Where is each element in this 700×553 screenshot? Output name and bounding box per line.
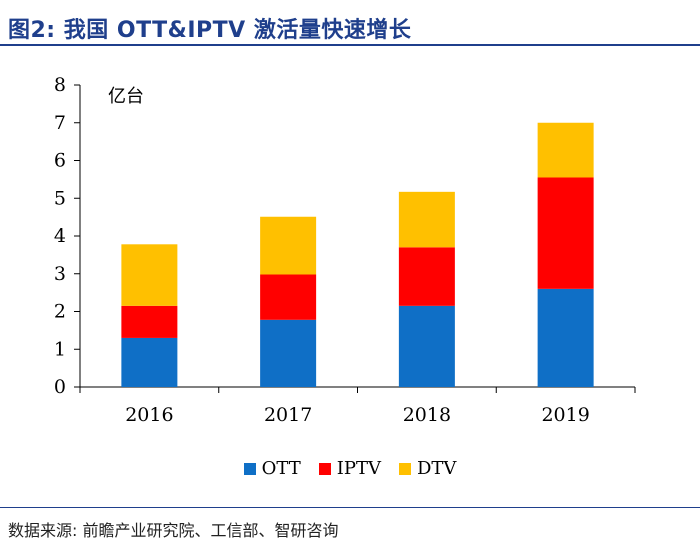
bar-segment-ott <box>398 305 455 387</box>
y-tick-label: 4 <box>54 225 66 247</box>
title-rule <box>0 44 700 46</box>
bar-segment-iptv <box>398 247 455 306</box>
x-tick-label: 2019 <box>541 404 589 426</box>
legend-item-dtv: DTV <box>398 458 457 479</box>
x-axis: 2016 2017 2018 2019 <box>79 386 636 426</box>
y-tick-label: 8 <box>54 74 66 96</box>
y-tick-label: 5 <box>54 187 66 209</box>
bar-segment-iptv <box>121 305 178 338</box>
source-rule <box>0 507 700 508</box>
y-axis: 0 1 2 3 4 5 6 7 8 <box>54 74 81 398</box>
x-tick-label: 2018 <box>403 404 451 426</box>
bars <box>121 122 594 387</box>
bar-segment-ott <box>260 319 317 387</box>
x-tick-label: 2016 <box>125 404 173 426</box>
bar-segment-iptv <box>260 274 317 320</box>
legend-swatch <box>318 462 331 475</box>
bar-segment-ott <box>121 337 178 387</box>
bar-segment-ott <box>537 288 594 387</box>
y-tick-label: 3 <box>54 263 66 285</box>
source-note: 数据来源: 前瞻产业研究院、工信部、智研咨询 <box>8 521 339 540</box>
y-tick-label: 7 <box>54 112 66 134</box>
bar-segment-dtv <box>537 122 594 178</box>
legend-swatch <box>398 462 411 475</box>
legend-item-iptv: IPTV <box>318 458 381 479</box>
legend-label: OTT <box>261 458 301 479</box>
y-unit-label: 亿台 <box>108 86 144 107</box>
y-tick-label: 2 <box>54 301 66 323</box>
bar-segment-dtv <box>260 216 317 275</box>
legend-swatch <box>243 462 256 475</box>
y-tick-label: 0 <box>54 376 66 398</box>
figure-title: 图2: 我国 OTT&IPTV 激活量快速增长 <box>8 18 412 43</box>
bar-segment-iptv <box>537 177 594 289</box>
legend-label: IPTV <box>336 458 381 479</box>
x-tick-label: 2017 <box>264 404 312 426</box>
y-tick-label: 6 <box>54 150 66 172</box>
bar-segment-dtv <box>398 191 455 248</box>
legend-label: DTV <box>416 458 457 479</box>
legend: OTT IPTV DTV <box>0 458 700 479</box>
stacked-bar-chart: 0 1 2 3 4 5 6 7 8 2016 2017 2018 2019 亿台 <box>54 74 636 426</box>
y-tick-label: 1 <box>54 338 66 360</box>
legend-item-ott: OTT <box>243 458 301 479</box>
bar-segment-dtv <box>121 244 178 306</box>
